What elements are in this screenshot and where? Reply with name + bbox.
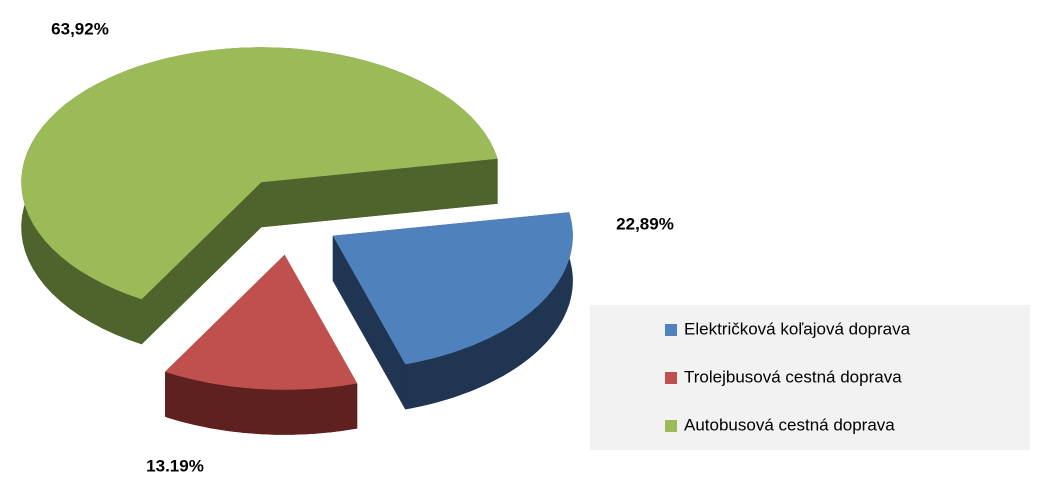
slice [332,212,573,365]
legend-box [590,305,1030,450]
slice [165,254,358,390]
slice-wall [165,371,358,435]
legend-label: Autobusová cestná doprava [684,415,895,434]
legend-swatch [665,372,677,384]
legend-swatch [665,420,677,432]
slice [21,47,498,300]
slice-wall [405,212,573,410]
legend-label: Električková koľajová doprava [684,319,911,338]
slice-side [332,235,406,410]
slice-side [141,182,262,345]
data-label: 63,92% [51,19,109,38]
legend-label: Trolejbusová cestná doprava [684,367,902,386]
data-label: 13.19% [146,456,204,475]
slice-side [261,158,498,228]
legend-swatch [665,324,677,336]
data-label: 22,89% [616,214,674,233]
